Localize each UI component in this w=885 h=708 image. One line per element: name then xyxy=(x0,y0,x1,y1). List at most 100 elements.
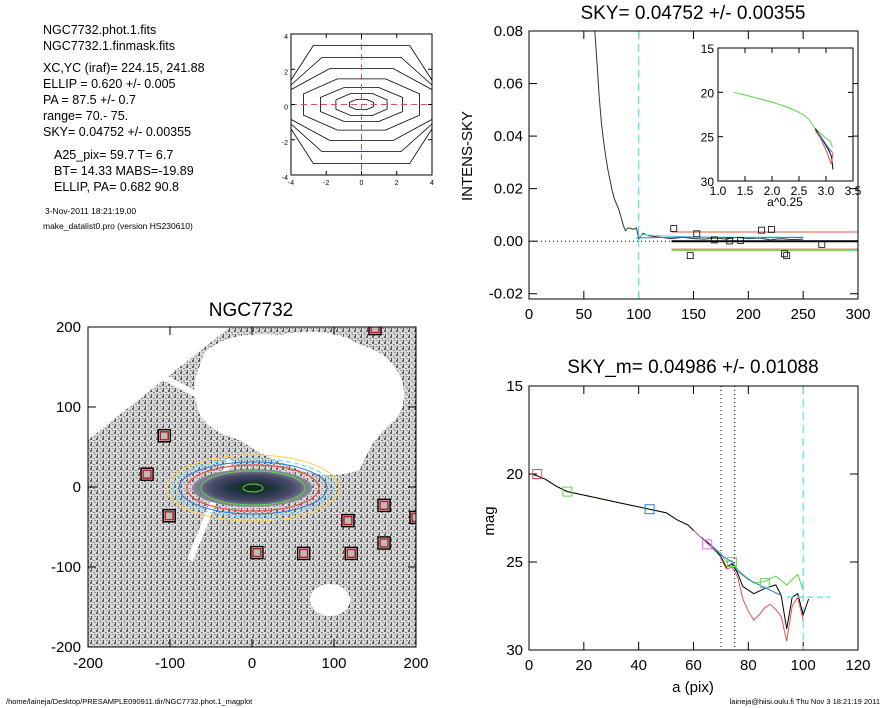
x-tick-label: 2.0 xyxy=(764,184,781,198)
masked-square-inner xyxy=(343,515,353,526)
mag-frame xyxy=(528,385,859,651)
sky-panel: SKY= 0.04752 +/- 0.00355 INTENS-SKY 0 50 1… xyxy=(459,3,871,323)
x-tick-label: 0 xyxy=(248,655,256,672)
contour-line xyxy=(290,45,433,164)
y-tick-label: 20 xyxy=(506,466,523,483)
y-tick-label: 0.06 xyxy=(494,76,523,93)
info-maskname: NGC7732.1.finmask.fits xyxy=(43,39,175,53)
y-tick-label: 25 xyxy=(701,131,715,145)
masked-square-inner xyxy=(370,327,380,334)
info-program: make_datalist0.pro (version HS230610) xyxy=(43,221,193,231)
image-ticks: -200 -100 0 100 200 -200 -100 0 100 200 xyxy=(51,319,429,672)
x-tick-label: -4 xyxy=(288,180,294,187)
x-tick-label: 1.5 xyxy=(737,184,754,198)
y-tick-label: 0.00 xyxy=(494,233,523,250)
x-tick-label: 100 xyxy=(321,655,346,672)
inset-blue-line xyxy=(817,131,833,153)
masked-square-inner xyxy=(252,547,262,558)
info-date: 3-Nov-2011 18:21:19.00 xyxy=(45,206,136,216)
y-tick-label: 0.04 xyxy=(494,128,523,145)
x-tick-label: 50 xyxy=(575,306,592,323)
x-tick-label: 0 xyxy=(525,657,533,674)
contour-ticks: -4 -2 0 2 4 -4 -2 0 2 4 xyxy=(282,33,434,187)
masked-square-inner xyxy=(411,512,416,523)
y-tick-label: -0.02 xyxy=(489,286,523,303)
y-tick-label: -100 xyxy=(51,559,81,576)
mag-square-marker xyxy=(532,469,543,479)
mag-green-line xyxy=(531,473,804,591)
y-tick-label: 0 xyxy=(73,479,81,496)
x-tick-label: 40 xyxy=(630,657,647,674)
x-tick-label: 300 xyxy=(845,306,870,323)
y-tick-label: 15 xyxy=(701,42,715,56)
x-tick-label: 2 xyxy=(395,180,399,187)
info-bt: BT= 14.33 MABS=-19.89 xyxy=(54,164,194,178)
x-tick-label: 120 xyxy=(845,657,870,674)
inset-lines xyxy=(734,91,834,170)
x-tick-label: 200 xyxy=(403,655,428,672)
masked-star-region xyxy=(194,331,404,475)
mag-black-line xyxy=(531,473,810,629)
contour-lines xyxy=(290,45,433,164)
masked-square-inner xyxy=(159,431,170,441)
sky-cyan-profile xyxy=(636,234,804,238)
inset-panel: 1.0 1.5 2.0 2.5 3.0 3.5 15 20 25 30 a^0.25 xyxy=(701,42,862,209)
masked-square-inner xyxy=(142,469,152,479)
sky-square-marker xyxy=(693,230,701,238)
mag-title: SKY_m= 0.04986 +/- 0.01088 xyxy=(567,357,818,378)
sky-frame xyxy=(528,30,859,300)
x-tick-label: 1.0 xyxy=(710,184,727,198)
sky-ylabel: INTENS-SKY xyxy=(459,111,476,201)
masked-square-inner xyxy=(346,548,356,559)
x-tick-label: 100 xyxy=(791,657,816,674)
sky-square-marker xyxy=(670,225,678,232)
y-tick-label: 25 xyxy=(506,554,523,571)
x-tick-label: 3.5 xyxy=(845,184,862,198)
x-tick-label: 0 xyxy=(525,306,533,323)
y-tick-label: 0.02 xyxy=(494,181,523,198)
mag-square-marker xyxy=(702,539,713,550)
y-tick-label: 2 xyxy=(284,69,288,76)
x-tick-label: 0 xyxy=(360,180,364,187)
x-tick-label: 4 xyxy=(430,180,434,187)
ellipse-cyan xyxy=(172,458,334,518)
mag-square-marker xyxy=(759,578,770,589)
ellipse-blue xyxy=(178,461,328,515)
sky-ticks: 0 50 100 150 200 250 300 -0.02 0.00 0.02 0.04 0.06 0… xyxy=(489,23,871,323)
mag-ticks: 0 20 40 60 80 100 120 15 20 25 30 xyxy=(506,378,870,674)
y-tick-label: 200 xyxy=(56,319,81,336)
image-masks xyxy=(140,327,416,561)
masked-square-inner xyxy=(298,548,309,559)
sky-lines xyxy=(529,30,858,299)
image-field xyxy=(88,327,416,647)
sky-square-marker xyxy=(758,226,765,234)
image-title: NGC7732 xyxy=(209,300,294,321)
contour-line xyxy=(349,99,374,110)
contour-panel: -4 -2 0 2 4 -4 -2 0 2 4 xyxy=(282,33,434,187)
y-tick-label: 0.08 xyxy=(494,23,523,40)
mag-lines xyxy=(531,386,831,650)
sky-square-marker xyxy=(781,250,788,258)
info-pa: PA = 87.5 +/- 0.7 xyxy=(43,93,136,107)
sky-square-marker xyxy=(767,225,775,233)
sky-square-marker xyxy=(710,236,718,244)
ellipse-green-inner xyxy=(242,483,264,493)
mag-ylabel: mag xyxy=(481,506,498,535)
info-ellip: ELLIP = 0.620 +/- 0.005 xyxy=(43,77,176,91)
y-tick-label: 15 xyxy=(506,378,523,395)
x-tick-label: 20 xyxy=(575,657,592,674)
x-tick-label: -100 xyxy=(155,655,185,672)
inset-green-line xyxy=(734,91,833,148)
y-tick-label: 100 xyxy=(56,399,81,416)
footer-user: laineja@hiisi.oulu.fi Thu Nov 3 18:21:19… xyxy=(730,697,880,706)
sky-square-marker xyxy=(818,240,826,248)
y-tick-label: 30 xyxy=(506,642,523,659)
info-sky: SKY= 0.04752 +/- 0.00355 xyxy=(43,125,191,139)
sky-blue-profile xyxy=(636,236,804,239)
y-tick-label: -200 xyxy=(51,639,81,656)
info-range: range= 70.- 75. xyxy=(43,109,128,123)
galaxy-core xyxy=(192,469,312,507)
x-tick-label: 150 xyxy=(681,306,706,323)
inset-frame xyxy=(717,47,854,182)
